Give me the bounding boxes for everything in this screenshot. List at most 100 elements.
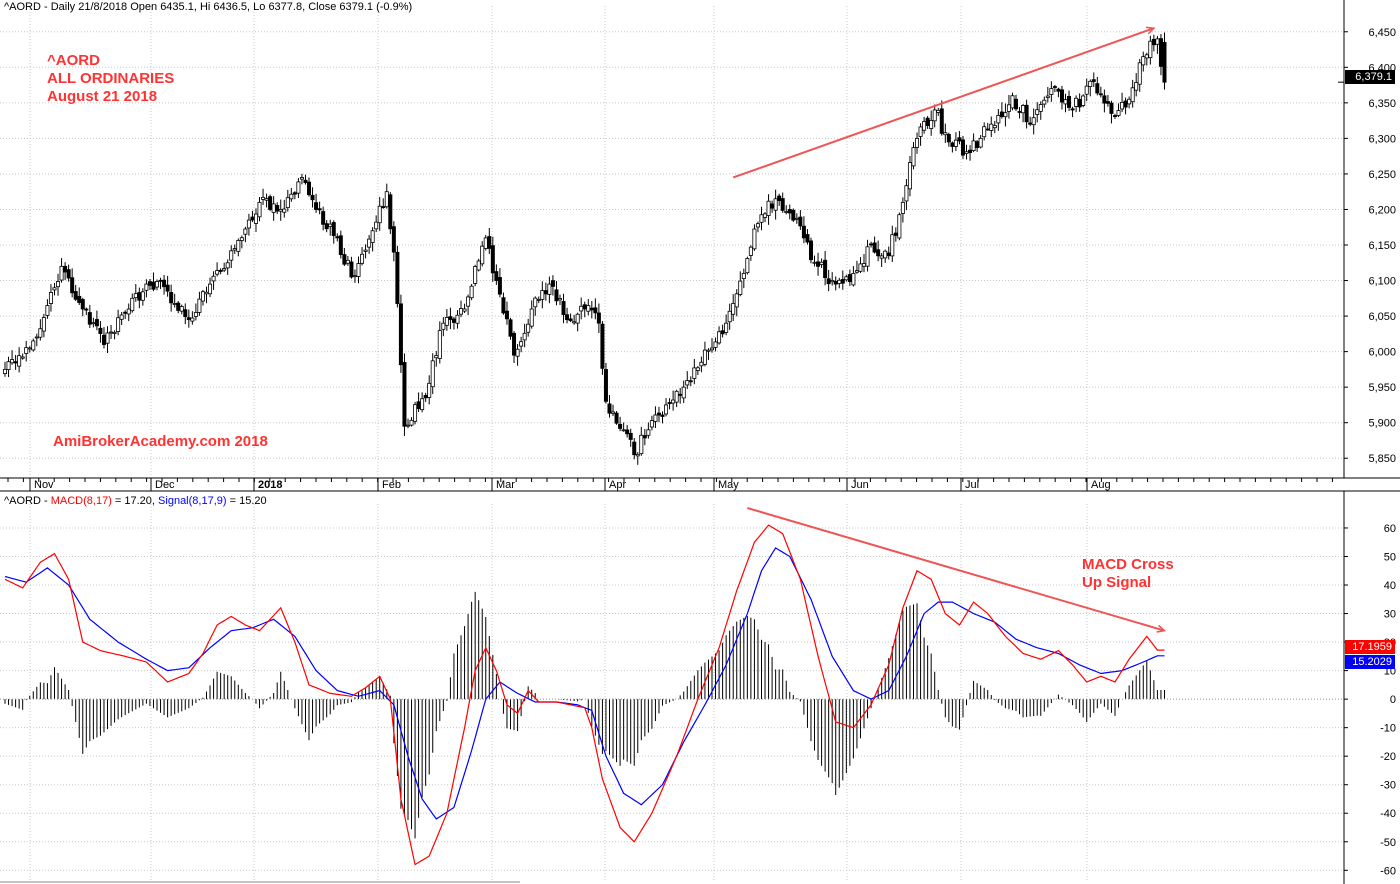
candle[interactable] [957,131,962,145]
candle[interactable] [529,300,534,329]
candle[interactable] [727,303,732,330]
candle[interactable] [519,336,524,353]
candle[interactable] [748,245,753,261]
candle[interactable] [808,237,813,264]
candle[interactable] [430,353,435,395]
candle[interactable] [268,194,273,212]
candle[interactable] [731,294,736,322]
candle[interactable] [52,282,57,296]
candle[interactable] [565,307,570,324]
candle[interactable] [798,210,803,230]
candle[interactable] [738,271,743,297]
candle[interactable] [360,246,365,266]
candle[interactable] [356,256,361,284]
candle[interactable] [653,406,658,429]
candle[interactable] [706,348,711,360]
candle[interactable] [331,220,336,244]
candle[interactable] [646,422,651,439]
candle[interactable] [550,275,555,296]
candle[interactable] [628,428,633,447]
candle[interactable] [437,321,442,364]
candle[interactable] [1098,86,1103,98]
candle[interactable] [805,229,810,245]
candle[interactable] [1070,106,1075,118]
candle[interactable] [1014,94,1019,111]
candle[interactable] [1105,95,1110,107]
candle[interactable] [480,241,485,267]
candle[interactable] [45,299,50,319]
candle[interactable] [1088,79,1093,97]
candle[interactable] [614,411,619,425]
candle[interactable] [162,275,167,295]
candle[interactable] [929,110,934,136]
candle[interactable] [533,296,538,316]
candle[interactable] [900,197,905,223]
candle[interactable] [1059,85,1064,110]
candle[interactable] [515,344,520,366]
candle[interactable] [391,221,396,262]
candle[interactable] [791,208,796,222]
candle[interactable] [568,313,573,323]
candle[interactable] [943,123,948,143]
candle[interactable] [504,301,509,325]
candle[interactable] [939,100,944,136]
candle[interactable] [462,303,467,313]
candle[interactable] [282,199,287,218]
candle[interactable] [70,268,75,298]
candle[interactable] [1084,78,1089,102]
candle[interactable] [285,189,290,212]
candle[interactable] [1112,113,1117,119]
candle[interactable] [239,235,244,249]
candle[interactable] [512,331,517,364]
candle[interactable] [80,297,85,317]
candle[interactable] [275,202,280,215]
candle[interactable] [420,392,425,413]
candle[interactable] [1134,73,1139,97]
candle[interactable] [752,224,757,251]
candle[interactable] [656,406,661,423]
candle[interactable] [635,452,640,465]
candle[interactable] [649,415,654,431]
candle[interactable] [405,418,410,429]
candle[interactable] [907,155,912,197]
candle[interactable] [98,321,103,343]
candle[interactable] [724,314,729,336]
candle[interactable] [119,311,124,325]
candle[interactable] [476,258,481,272]
candle[interactable] [370,227,375,252]
candle[interactable] [395,245,400,308]
candle[interactable] [314,193,319,213]
candle[interactable] [618,416,623,432]
candle[interactable] [554,280,559,306]
candle[interactable] [1137,58,1142,92]
candle[interactable] [1049,81,1054,102]
candle[interactable] [342,247,347,267]
candle[interactable] [246,213,251,236]
candle[interactable] [996,109,1001,131]
candle[interactable] [73,284,78,302]
candle[interactable] [66,264,71,282]
candle[interactable] [310,187,315,208]
candle[interactable] [222,262,227,273]
candle[interactable] [24,340,29,362]
candle[interactable] [674,389,679,408]
candle[interactable] [10,350,15,365]
candle[interactable] [56,273,61,296]
candle[interactable] [363,244,368,259]
candle[interactable] [759,206,764,231]
candle[interactable] [660,411,665,424]
candle[interactable] [59,258,64,283]
candle[interactable] [611,404,616,416]
candle[interactable] [692,358,697,385]
candle[interactable] [1045,86,1050,103]
candle[interactable] [607,395,612,418]
candle[interactable] [1024,99,1029,129]
candle[interactable] [1130,79,1135,108]
candle[interactable] [1148,35,1153,65]
candle[interactable] [561,293,566,324]
candle[interactable] [338,230,343,259]
candle[interactable] [1003,103,1008,127]
candle[interactable] [1109,100,1114,124]
candle[interactable] [126,303,131,322]
